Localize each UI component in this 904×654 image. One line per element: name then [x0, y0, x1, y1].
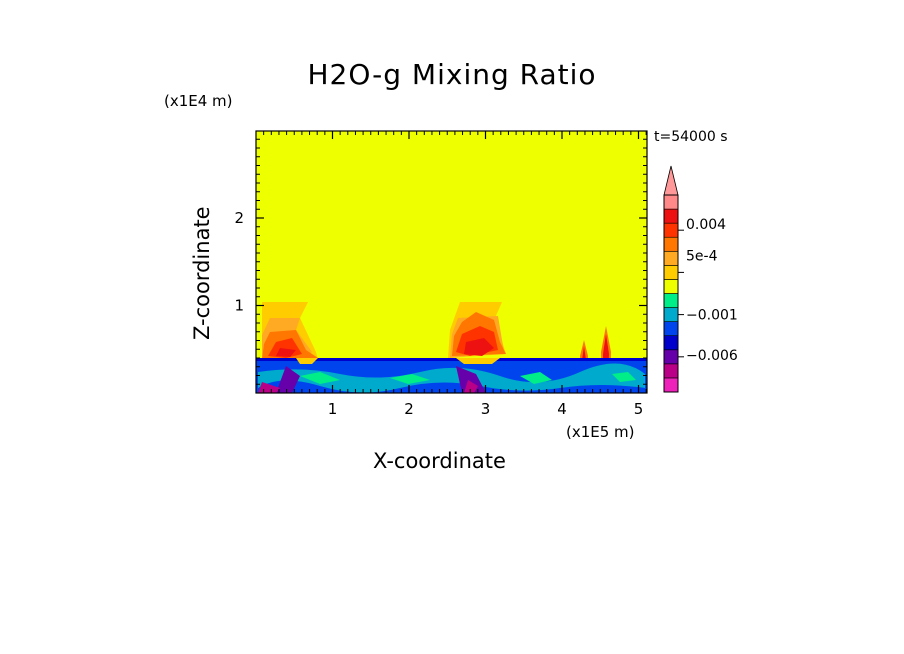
- y-tick-label: 2: [234, 209, 244, 227]
- chart-title: H2O-g Mixing Ratio: [307, 58, 597, 91]
- colorbar-label: −0.006: [686, 348, 738, 364]
- colorbar-segment: [663, 307, 679, 322]
- colorbar-label: 5e-4: [686, 248, 718, 264]
- colorbar-label: −0.001: [686, 308, 738, 324]
- boundary-layer: [256, 358, 647, 393]
- z-axis-unit: (x1E4 m): [164, 92, 233, 110]
- colorbar-segment: [663, 321, 679, 337]
- colorbar-segment: [663, 194, 679, 210]
- x-tick-labels: 1 2 3 4 5: [328, 400, 644, 418]
- colorbar-segment: [663, 265, 679, 280]
- colorbar-frame: [663, 194, 679, 393]
- x-tick-label: 5: [634, 400, 644, 418]
- time-label: t=54000 s: [654, 129, 728, 145]
- x-tick-label: 4: [557, 400, 567, 418]
- colorbar-labels: 0.004 5e-4 −0.001 −0.006: [686, 217, 738, 364]
- colorbar-label: 0.004: [686, 217, 726, 233]
- colorbar-extend-arrow: [663, 165, 679, 196]
- colorbar-segment: [663, 293, 679, 308]
- colorbar-segment: [663, 236, 679, 252]
- colorbar-segment: [663, 363, 679, 379]
- y-tick-label: 1: [234, 297, 244, 315]
- x-axis-unit: (x1E5 m): [566, 423, 635, 441]
- colorbar-segment: [663, 222, 679, 238]
- plot-area: [256, 131, 647, 393]
- minor-ticks: [256, 131, 647, 393]
- x-axis-label: X-coordinate: [373, 449, 506, 473]
- plume-2: [448, 302, 506, 358]
- colorbar-segment: [663, 335, 679, 351]
- x-tick-label: 2: [404, 400, 414, 418]
- colorbar-segment: [663, 208, 679, 224]
- plume-1: [262, 302, 318, 360]
- y-tick-labels: 12: [234, 209, 244, 315]
- colorbar-segment: [663, 250, 679, 266]
- colorbar-segment: [663, 377, 679, 393]
- major-ticks: [256, 131, 647, 393]
- x-tick-label: 1: [328, 400, 338, 418]
- x-tick-label: 3: [481, 400, 491, 418]
- colorbar: [663, 165, 684, 393]
- colorbar-segment: [663, 349, 679, 365]
- colorbar-segment: [663, 279, 679, 294]
